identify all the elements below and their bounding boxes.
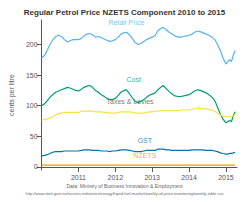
svg-text:cents per litre: cents per litre [8,74,16,116]
svg-text:2012: 2012 [108,174,124,181]
svg-text:0: 0 [34,163,38,170]
svg-text:NZETS: NZETS [133,152,156,159]
svg-text:150: 150 [26,72,38,79]
svg-text:2015: 2015 [218,174,234,181]
svg-text:Data: Ministry of Business Inn: Data: Ministry of Business Innovation & … [66,183,183,189]
svg-text:2014: 2014 [181,174,197,181]
svg-text:http://www.meit.govt.nz/sector: http://www.meit.govt.nz/sectors-industri… [26,191,224,196]
svg-text:2013: 2013 [144,174,160,181]
svg-text:Regular Petrol Price NZETS Com: Regular Petrol Price NZETS Component 201… [24,8,226,17]
svg-text:Retail Price: Retail Price [108,19,144,26]
svg-text:2011: 2011 [71,174,86,181]
svg-text:100: 100 [26,102,38,109]
svg-text:Cost: Cost [127,76,141,83]
svg-text:Taxes & Levies: Taxes & Levies [106,97,154,105]
svg-text:50: 50 [30,133,38,140]
svg-text:200: 200 [26,41,38,48]
svg-text:GST: GST [138,137,153,144]
